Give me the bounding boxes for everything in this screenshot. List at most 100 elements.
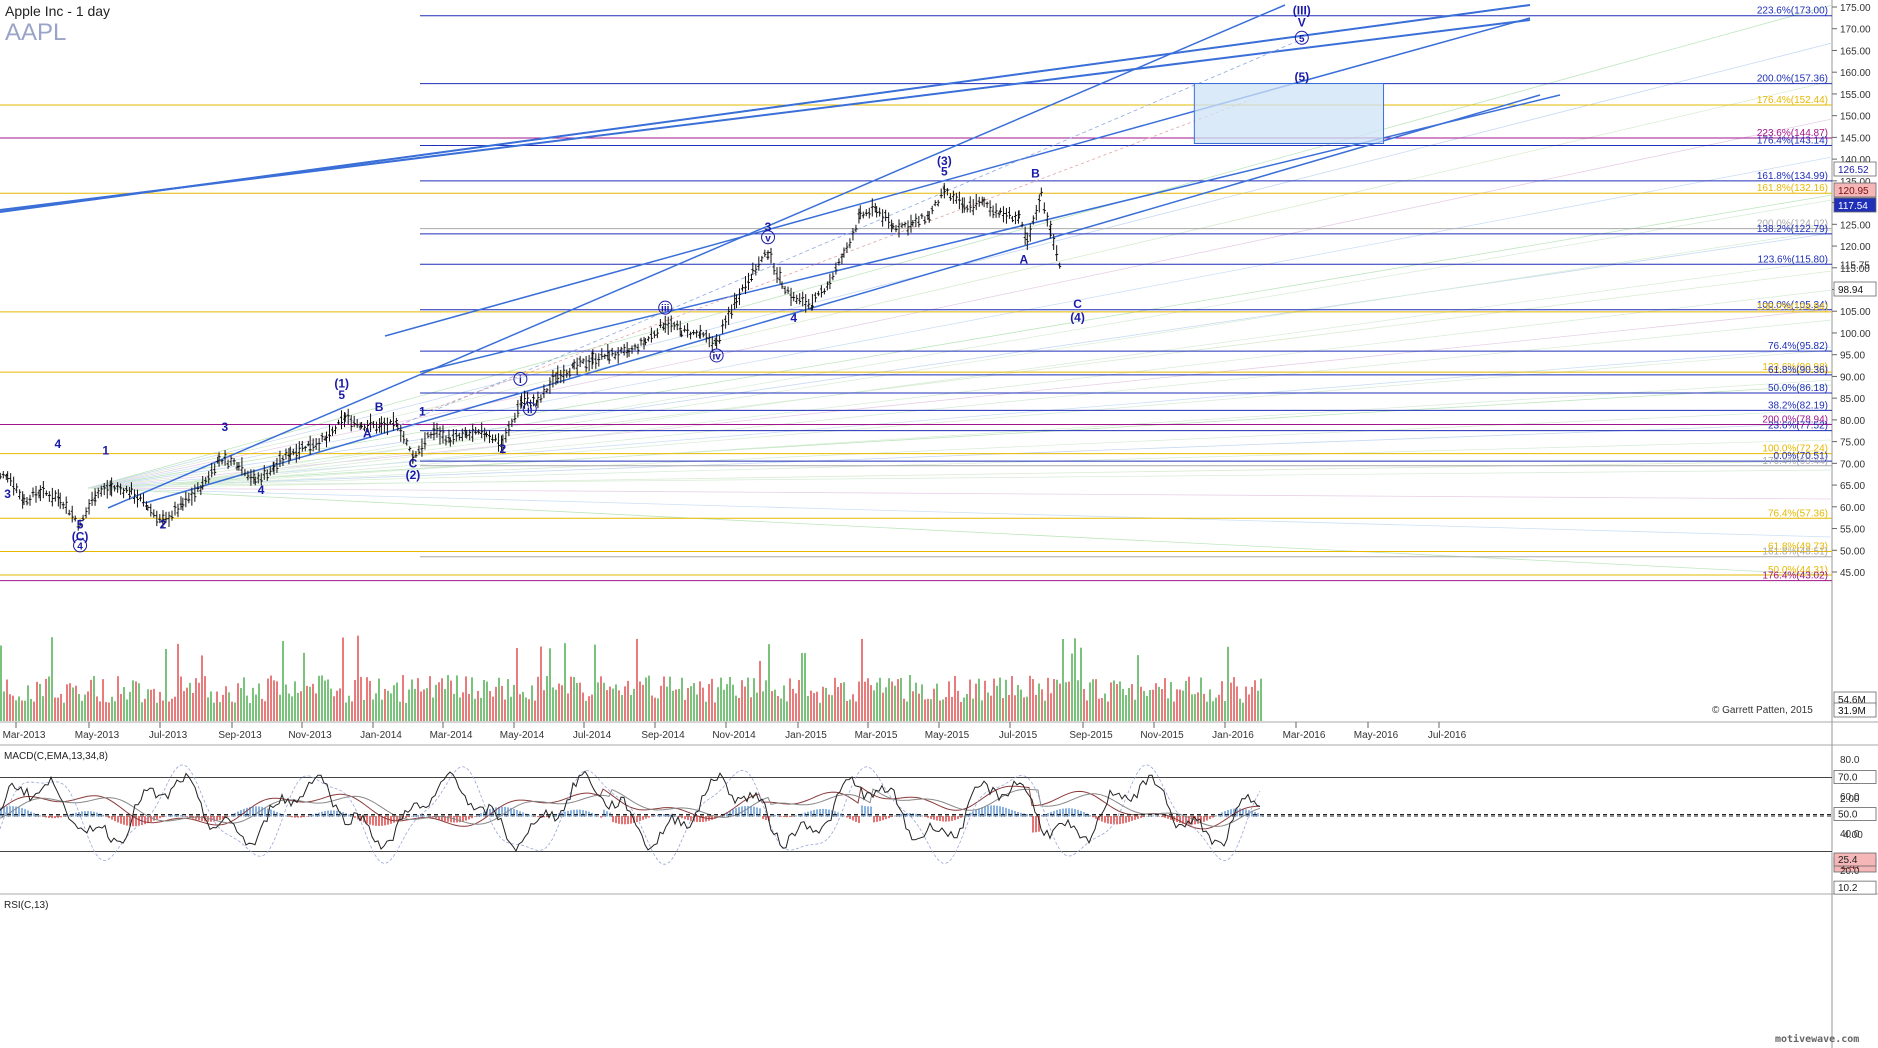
volume-bar [459,697,461,721]
macd-histogram-bar [873,816,875,823]
macd-histogram-bar [579,809,581,817]
volume-bar [438,682,440,721]
volume-bar [969,679,971,721]
fan-line [169,379,1833,486]
wave-label: 3 [4,487,11,501]
volume-bar [558,683,560,721]
macd-histogram-bar [765,816,767,821]
dashed-channel-line [429,99,1251,411]
macd-histogram-bar [1182,816,1184,824]
macd-histogram-bar [447,816,449,822]
volume-bar [141,702,143,721]
macd-histogram-bar [267,808,269,817]
macd-histogram-bar [477,814,479,817]
macd-histogram-bar [894,815,896,817]
volume-bar [561,685,563,721]
volume-bar [912,691,914,721]
volume-bar [792,688,794,721]
rsi-title: RSI(C,13) [4,900,48,911]
volume-bar [768,644,770,721]
volume-bar [687,688,689,721]
volume-bar [636,638,638,721]
volume-bar [153,688,155,721]
macd-histogram-bar [51,816,53,819]
volume-bar [1131,684,1133,721]
macd-histogram-bar [1185,816,1187,825]
volume-bar [1104,693,1106,721]
volume-bar [1011,676,1013,721]
volume-bar [276,681,278,721]
macd-histogram-bar [414,815,416,817]
macd-histogram-bar [585,810,587,817]
fan-line [87,422,1833,489]
volume-bar [666,686,668,721]
macd-histogram-bar [507,807,509,817]
volume-bar [396,682,398,721]
volume-bar [714,702,716,721]
macd-histogram-bar [1188,816,1190,825]
rsi-value-label: 50.0 [1838,810,1858,821]
volume-bar [966,693,968,721]
fib-level-label: 176.4%(43.02) [1762,571,1828,582]
volume-bar [435,684,437,721]
volume-bar [858,681,860,721]
rsi-value-tag [1833,807,1877,821]
volume-bar [1221,681,1223,721]
volume-bar [1038,683,1040,721]
fan-line [169,319,1833,486]
volume-bar [939,700,941,721]
macd-histogram-bar [663,814,665,817]
volume-bar [1143,690,1145,721]
volume-bar [1101,698,1103,721]
macd-histogram-bar [393,816,395,823]
volume-bar [1062,639,1064,721]
x-axis-tick-label: Jan-2015 [785,730,827,741]
macd-histogram-bar [270,809,272,817]
macd-histogram-bar [183,815,185,817]
volume-bar [180,676,182,721]
rsi-signal-line [0,764,1261,865]
volume-bar [984,680,986,721]
y-axis-tick-label: 75.00 [1840,438,1865,449]
volume-bar [483,679,485,721]
volume-bar [51,637,53,721]
volume-bar [570,676,572,721]
macd-histogram-bar [1179,816,1181,823]
volume-bar [225,686,227,721]
wave-label-circle [761,230,776,245]
volume-bar [222,694,224,721]
volume-bar [525,697,527,721]
volume-bar [1188,676,1190,721]
macd-histogram-bar [780,816,782,817]
volume-bar [1026,696,1028,721]
volume-bar [1047,677,1049,721]
x-axis-tick-label: Nov-2015 [1140,730,1184,741]
volume-bar [357,635,359,721]
volume-bar [651,695,653,721]
volume-bar [1197,692,1199,721]
volume-bar [981,700,983,721]
macd-histogram-bar [396,816,398,822]
macd-histogram-bar [165,815,167,817]
volume-bar [987,692,989,721]
macd-histogram-bar [834,811,836,817]
volume-bar [996,685,998,721]
macd-histogram-bar [1086,813,1088,817]
macd-histogram-bar [996,805,998,817]
volume-bar [1209,689,1211,721]
volume-bar [789,678,791,721]
macd-axis-label: -4.00 [1840,830,1863,841]
macd-histogram-bar [489,809,491,817]
rsi-axis-label: 80.0 [1840,755,1860,766]
x-axis-tick-label: Jul-2016 [1428,730,1467,741]
x-axis-tick-label: Mar-2013 [3,730,46,741]
volume-bar [48,676,50,721]
fib-level-label: 61.8%(49.73) [1768,541,1828,552]
volume-bar [627,680,629,721]
macd-histogram-bar [72,813,74,817]
volume-bar [495,686,497,721]
macd-histogram-bar [162,816,164,818]
volume-bar [429,676,431,721]
volume-bar [207,697,209,721]
